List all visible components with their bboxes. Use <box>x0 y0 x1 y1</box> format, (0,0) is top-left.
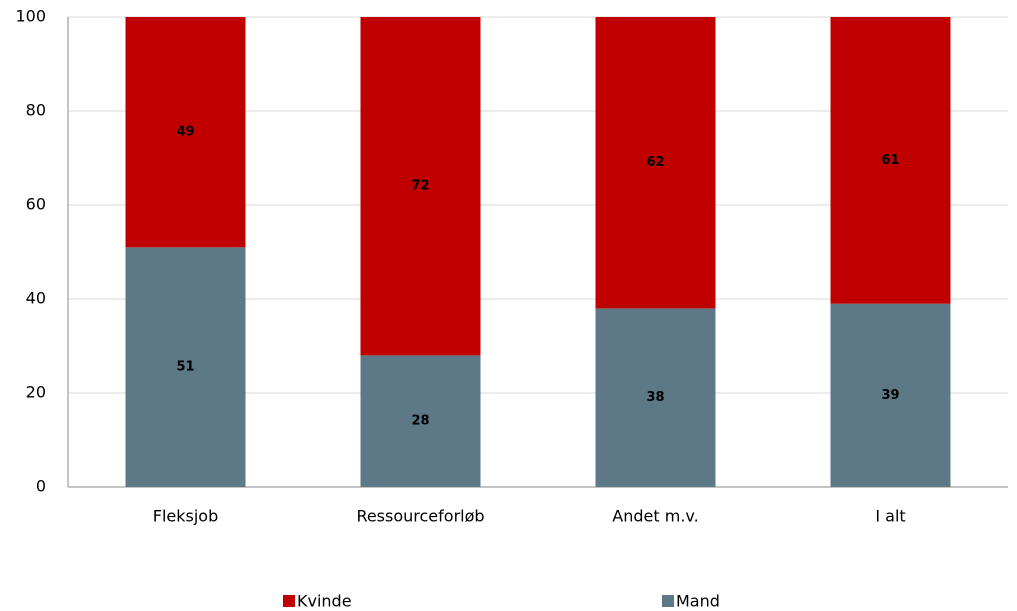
y-tick-label: 80 <box>26 101 46 120</box>
legend-label: Kvinde <box>297 592 352 611</box>
bar-segment <box>360 17 481 356</box>
bar-segment <box>360 355 481 487</box>
bar-segment <box>595 17 716 309</box>
legend-label: Mand <box>676 592 720 611</box>
y-tick-label: 60 <box>26 195 46 214</box>
legend-swatch <box>283 595 295 607</box>
x-tick-label: Ressourceforløb <box>356 507 484 526</box>
y-tick-label: 100 <box>15 7 46 26</box>
data-label: 38 <box>646 390 664 405</box>
data-label: 49 <box>176 125 194 140</box>
data-label: 62 <box>646 155 664 170</box>
bar-segment <box>125 247 246 487</box>
data-label: 39 <box>881 388 899 403</box>
y-tick-label: 0 <box>36 477 46 496</box>
bar-segment <box>830 17 951 304</box>
y-tick-label: 40 <box>26 289 46 308</box>
data-label: 61 <box>881 153 899 168</box>
y-tick-label: 20 <box>26 383 46 402</box>
x-tick-label: I alt <box>875 507 905 526</box>
bar-segment <box>830 303 951 487</box>
data-label: 51 <box>176 360 194 375</box>
data-label: 72 <box>411 179 429 194</box>
x-tick-label: Fleksjob <box>153 507 218 526</box>
legend-swatch <box>662 595 674 607</box>
bar-segment <box>595 308 716 487</box>
bar-segment <box>125 17 246 248</box>
x-tick-label: Andet m.v. <box>612 507 698 526</box>
data-label: 28 <box>411 414 429 429</box>
